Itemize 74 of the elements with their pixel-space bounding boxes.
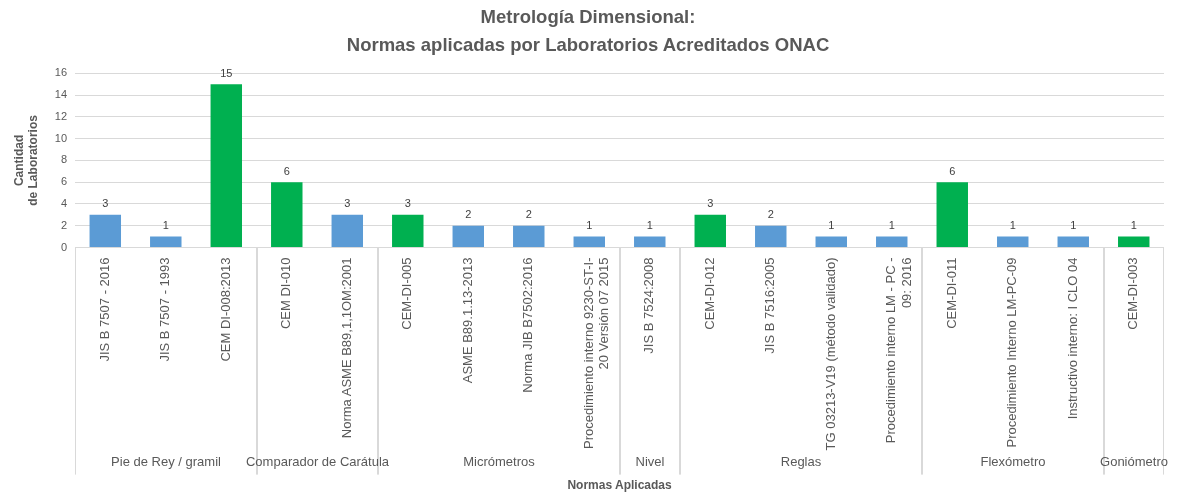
y-tick-label: 2 [60,218,68,231]
y-tick-label: 6 [60,175,68,188]
y-tick-label: 14 [54,88,68,101]
data-label: 6 [949,164,956,177]
x-tick-label: JIS B 7524:2008 [641,257,657,354]
chart-subtitle: Normas aplicadas por Laboratorios Acreditados ONAC [346,34,830,56]
x-tick-label: Instructivo interno: I CLO 04 [1064,257,1080,420]
bar [997,236,1029,247]
bar [271,182,303,247]
y-tick-label: 12 [54,109,68,122]
text: Flexómetro [980,454,1046,470]
x-tick-label: JIS B 7507 - 2016 [96,257,112,362]
y-axis-title: Cantidad de Laboratorios [11,114,40,206]
y-tick-label: 16 [54,66,68,79]
bar [392,214,424,247]
bar [936,182,968,247]
y-tick-label: 10 [54,131,68,144]
bar [634,236,666,247]
x-tick-label: Procedimiento Interno LM-PC-09 [1004,257,1020,448]
x-tick-label: JIS B 7516:2005 [762,257,778,354]
data-label: 2 [465,208,472,221]
data-label: 1 [1130,219,1137,232]
text: Comparador de Carátula [245,454,390,470]
bar [89,214,122,247]
chart-title: Metrología Dimensional: [480,6,696,28]
text: Micrómetros [463,454,536,470]
data-label: 3 [404,197,411,210]
y-tick-label: 8 [60,153,68,166]
x-tick-label: CEM DI-010 [278,257,294,330]
data-label: 2 [767,208,774,221]
y-tick-label: 0 [60,240,68,253]
x-tick-label: JIS B 7507 - 1993 [157,257,173,362]
x-tick-label: CEM DI-008:2013 [217,257,233,362]
x-tick-label: CEM-DI-003 [1125,257,1141,330]
bar [210,84,243,247]
bar [1057,236,1089,247]
x-tick-label: CEM-DI-005 [399,257,415,330]
bar [513,225,545,247]
data-label: 15 [220,66,233,79]
data-label: 3 [344,197,351,210]
data-label: 6 [283,164,290,177]
text: Nivel [635,454,665,470]
x-tick-label: CEM-DI-012 [701,257,717,330]
data-label: 1 [646,219,653,232]
bar [331,214,364,247]
data-label: 1 [1070,219,1077,232]
x-tick-label: Norma JIB B7502:2016 [520,257,536,393]
bar [694,214,726,247]
data-label: 2 [525,208,532,221]
bar [815,236,847,247]
data-label: 1 [162,219,169,232]
bar [1118,236,1150,247]
data-label: 1 [1009,219,1016,232]
x-tick-label: ASME B89.1.13-2013 [459,257,475,384]
data-label: 3 [707,197,714,210]
data-label: 1 [888,219,895,232]
data-label: 1 [828,219,835,232]
bar [452,225,484,247]
text: Pie de Rey / gramil [111,454,222,470]
x-tick-label: Procedimiento interno LM - PC - 09: 2016 [883,257,914,444]
text: Reglas [780,454,822,470]
bar [755,225,787,247]
bar [573,236,605,247]
x-tick-label: Procedimiento interno 9230-ST-I-20 Versión 07 2015 [580,257,612,449]
bar [876,236,908,247]
data-label: 3 [102,197,109,210]
y-tick-label: 4 [60,197,68,210]
x-axis-title: Normas Aplicadas [567,478,672,493]
x-tick-label: CEM-DI-011 [943,257,959,329]
bar [150,236,182,247]
text: Goniómetro [1100,454,1168,470]
x-tick-label: Norma ASME B89,1,1OM:2001 [338,257,354,439]
data-label: 1 [586,219,593,232]
x-tick-label: TG 03213-V19 (método validado) [822,257,838,451]
